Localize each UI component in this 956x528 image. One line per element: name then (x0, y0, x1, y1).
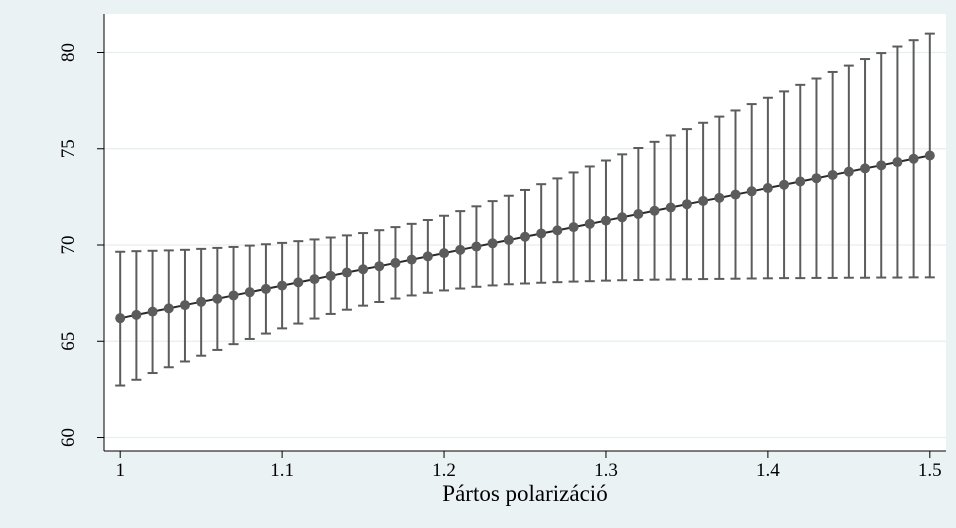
data-point (681, 199, 692, 210)
data-point (892, 157, 903, 168)
data-point (163, 303, 174, 314)
x-axis-title: Pártos polarizáció (442, 481, 607, 506)
data-point (228, 290, 239, 301)
data-point (827, 169, 838, 180)
data-point (406, 254, 417, 265)
data-point (860, 163, 871, 174)
data-point (293, 277, 304, 288)
y-tick-label: 65 (58, 332, 79, 351)
data-point (876, 160, 887, 171)
data-point (341, 267, 352, 278)
data-point (600, 215, 611, 226)
y-tick-label: 75 (58, 139, 79, 158)
y-tick-label: 70 (58, 236, 79, 255)
data-point (196, 296, 207, 307)
x-tick-label: 1.2 (432, 460, 456, 481)
x-tick-label: 1.1 (270, 460, 294, 481)
point-markers (115, 150, 935, 324)
data-point (633, 209, 644, 220)
data-point (762, 183, 773, 194)
data-point (487, 238, 498, 249)
data-point (908, 153, 919, 164)
data-point (212, 293, 223, 304)
y-tick-label: 60 (58, 428, 79, 447)
data-point (584, 218, 595, 229)
data-point (698, 195, 709, 206)
data-point (924, 150, 935, 161)
data-point (244, 287, 255, 298)
data-point (309, 274, 320, 285)
data-point (374, 261, 385, 272)
data-point (649, 205, 660, 216)
data-point (568, 222, 579, 233)
data-point (439, 248, 450, 259)
data-point (422, 251, 433, 262)
data-point (746, 186, 757, 197)
data-point (665, 202, 676, 213)
data-point (131, 309, 142, 320)
data-point (536, 228, 547, 239)
data-point (520, 231, 530, 242)
data-point (277, 280, 288, 291)
data-point (390, 257, 401, 268)
y-tick-label: 80 (58, 43, 79, 62)
data-point (811, 173, 822, 184)
data-point (714, 192, 725, 203)
data-point (843, 166, 854, 177)
data-point (730, 189, 741, 200)
data-point (358, 264, 369, 275)
data-point (552, 225, 563, 236)
data-point (503, 235, 514, 246)
x-tick-label: 1.3 (594, 460, 618, 481)
tick-labels: 60 65 70 75 80 1 1.1 1.2 1.3 1.4 1.5 (58, 43, 942, 481)
data-point (115, 313, 126, 324)
data-point (471, 241, 482, 252)
x-tick-label: 1 (115, 460, 125, 481)
axes (97, 14, 946, 458)
data-point (779, 179, 790, 190)
data-point (325, 270, 336, 281)
data-point (795, 176, 806, 187)
x-tick-label: 1.5 (918, 460, 942, 481)
x-tick-label: 1.4 (756, 460, 780, 481)
data-point (147, 306, 158, 317)
data-point (179, 300, 190, 311)
data-point (455, 244, 466, 255)
data-point (260, 283, 271, 294)
data-point (617, 212, 628, 223)
